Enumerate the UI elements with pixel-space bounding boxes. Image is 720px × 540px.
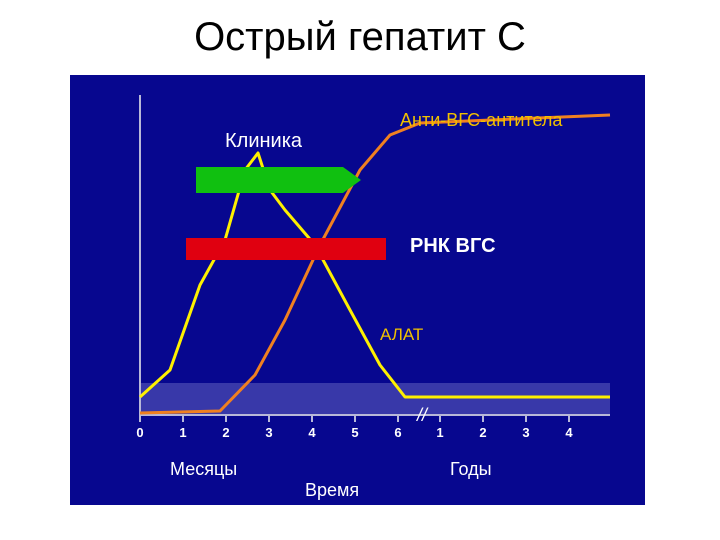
svg-text:3: 3 bbox=[265, 425, 272, 440]
label-rna: РНК ВГС bbox=[410, 235, 496, 258]
svg-text:3: 3 bbox=[522, 425, 529, 440]
svg-text:1: 1 bbox=[436, 425, 443, 440]
label-alat: АЛАТ bbox=[380, 325, 423, 345]
chart-container: 0123456//1234 Клиника Анти-ВГС-антитела … bbox=[70, 75, 645, 505]
label-years: Годы bbox=[450, 459, 492, 480]
svg-text:1: 1 bbox=[179, 425, 186, 440]
label-clinic: Клиника bbox=[225, 130, 302, 153]
svg-text:5: 5 bbox=[351, 425, 358, 440]
svg-text:2: 2 bbox=[479, 425, 486, 440]
label-anti-hcv: Анти-ВГС-антитела bbox=[400, 110, 562, 131]
svg-text://: // bbox=[415, 405, 429, 425]
svg-text:6: 6 bbox=[394, 425, 401, 440]
chart-svg: 0 1 2 3 4 5 6 // 1 2 3 4 bbox=[70, 75, 645, 505]
svg-text:0: 0 bbox=[136, 425, 143, 440]
svg-text:4: 4 bbox=[308, 425, 316, 440]
svg-text:2: 2 bbox=[222, 425, 229, 440]
page-title: Острый гепатит С bbox=[0, 15, 720, 60]
svg-text:4: 4 bbox=[565, 425, 573, 440]
label-months: Месяцы bbox=[170, 459, 237, 480]
label-time: Время bbox=[305, 480, 359, 501]
